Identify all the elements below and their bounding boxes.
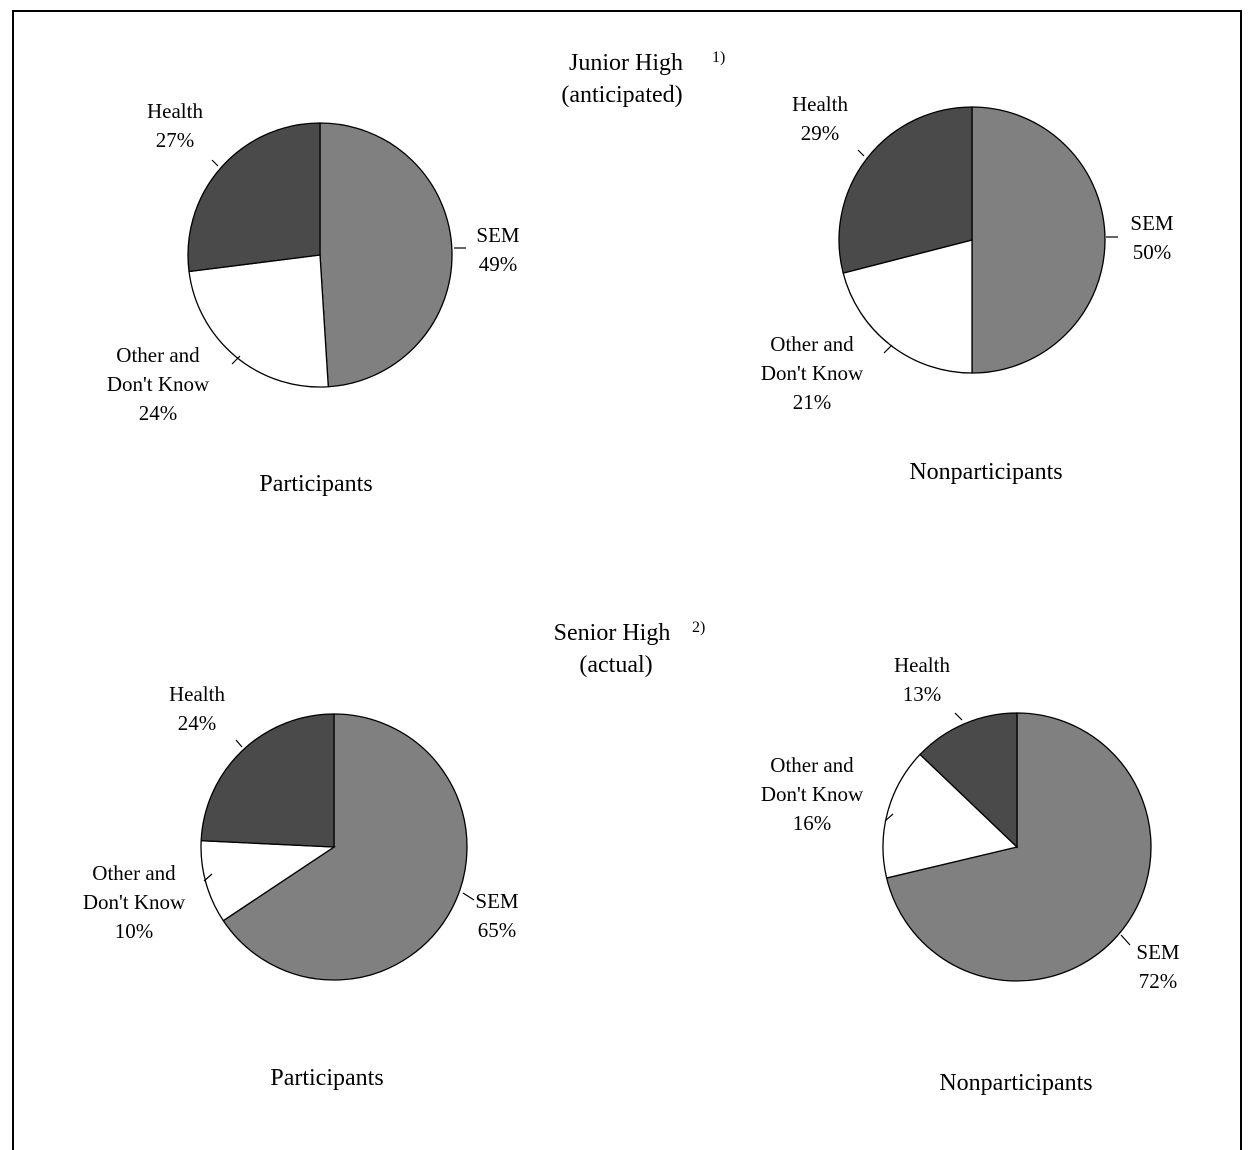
leader-line [231,355,241,365]
junior-high-subtitle: (anticipated) [561,82,682,108]
pie-slice-sem [885,712,1152,982]
leader-line [1120,934,1131,946]
slice-label-sem: SEM 65% [475,889,519,942]
junior-high-title: Junior High [569,50,683,76]
slice-label-sem: SEM 49% [476,223,520,276]
slice-label-health: Health 29% [792,92,848,145]
leader-line [462,892,475,901]
pie-slice-sem [222,713,468,981]
pie-slice-health [919,712,1018,849]
pie-chart-3: SEM 65% Other and Don't Know 10% Health 24% [83,682,519,981]
slice-label-other-and-don-t-know: Other and Don't Know 21% [761,332,864,414]
slice-label-sem: SEM 50% [1130,211,1174,264]
slice-label-other-and-don-t-know: Other and Don't Know 24% [107,343,210,425]
leader-line [857,149,865,157]
leader-line [211,159,219,167]
junior-high-footnote: 1) [712,49,725,66]
leader-line [203,873,213,882]
figure-frame [12,10,1242,1150]
leader-line [235,739,243,748]
slice-label-other-and-don-t-know: Other and Don't Know 10% [83,861,186,943]
pie-slice-sem [971,106,1106,374]
pie-slice-other-and-don-t-know [200,839,337,922]
pie-chart-1: SEM 49% Other and Don't Know 24% Health 27% [107,99,520,425]
pie-slice-other-and-don-t-know [188,254,329,388]
senior-high-subtitle: (actual) [579,652,652,678]
pie-slice-sem [319,122,453,388]
senior-high-footnote: 2) [692,619,705,636]
pie-slice-other-and-don-t-know [842,239,973,374]
senior-high-title: Senior High [554,620,671,646]
pie-slice-other-and-don-t-know [882,753,1019,879]
leader-line [883,344,893,354]
slice-label-health: Health 27% [147,99,203,152]
pie-chart-4: SEM 72% Other and Don't Know 16% Health 13% [761,653,1180,993]
pie-slice-health [187,122,321,273]
slice-label-health: Health 24% [169,682,225,735]
leader-line [884,813,894,822]
caption-junior-nonparticipants: Nonparticipants [909,459,1062,485]
caption-senior-nonparticipants: Nonparticipants [939,1070,1092,1096]
slice-label-other-and-don-t-know: Other and Don't Know 16% [761,753,864,835]
pie-slice-health [838,106,973,274]
slice-label-sem: SEM 72% [1136,940,1180,993]
pie-slice-health [200,713,335,848]
slice-label-health: Health 13% [894,653,950,706]
pie-chart-2: SEM 50% Other and Don't Know 21% Health 29% [761,92,1174,414]
caption-junior-participants: Participants [259,471,372,497]
leader-line [954,712,963,721]
caption-senior-participants: Participants [270,1065,383,1091]
